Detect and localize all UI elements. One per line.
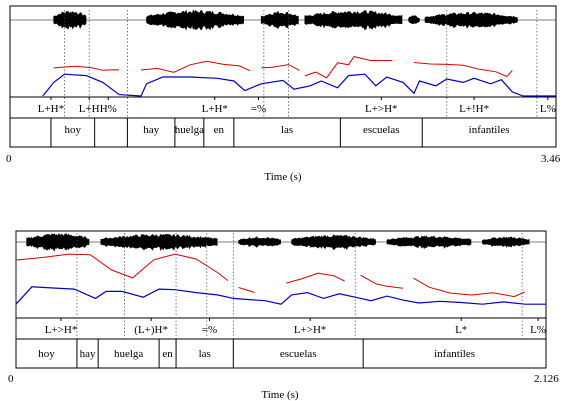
panel-2-start-time: 0 xyxy=(8,373,14,385)
word-label: hay xyxy=(143,124,159,136)
tone-label: L+!H* xyxy=(459,103,489,115)
panel-1: L+H* L+H H% L+H* =% L+>H* L+!H* L% hoy hay huelga… xyxy=(6,5,561,183)
panel-1-axis-label: Time (s) xyxy=(264,171,302,183)
panel-2-tone-tier: L+>H* (L+)H* =% L+>H* L* L% xyxy=(45,318,546,336)
tone-label: L% xyxy=(540,103,556,115)
panel-2-word-tier: hoy hay huelga en las escuelas infantiles xyxy=(15,339,547,368)
panel-2-f0-contour xyxy=(15,253,525,298)
panel-2-intensity-contour xyxy=(15,286,546,305)
panel-1-tone-tier: L+H* L+H H% L+H* =% L+>H* L+!H* L% xyxy=(38,97,556,115)
tone-label: =% xyxy=(202,324,217,336)
word-label: hay xyxy=(80,348,96,360)
word-label: las xyxy=(199,348,211,360)
panel-1-word-tier: hoy hay huelga en las escuelas infantiles xyxy=(9,118,557,147)
tone-label: H% xyxy=(100,103,117,115)
tone-label: L+>H* xyxy=(365,103,398,115)
word-label: en xyxy=(214,124,225,136)
panel-2-boundary-lines xyxy=(15,233,523,339)
word-label: en xyxy=(162,348,173,360)
tone-label: L+H* xyxy=(38,103,64,115)
word-label: hoy xyxy=(38,348,55,360)
panel-2-end-time: 2.126 xyxy=(534,373,559,385)
word-label: hoy xyxy=(65,124,82,136)
word-label: escuelas xyxy=(280,348,317,360)
tone-label: (L+)H* xyxy=(134,324,168,336)
panel-1-start-time: 0 xyxy=(6,153,12,165)
panel-1-end-time: 3.46 xyxy=(541,153,561,165)
word-label: infantiles xyxy=(434,348,475,360)
panel-1-frame xyxy=(9,5,557,148)
word-label: escuelas xyxy=(363,124,400,136)
word-label: huelga xyxy=(114,348,143,360)
panel-1-intensity-contour xyxy=(42,73,556,97)
panel-2: L+>H* (L+)H* =% L+>H* L* L% hoy hay huelga en las… xyxy=(8,230,559,401)
tone-label: L* xyxy=(455,324,467,336)
tone-label: L+>H* xyxy=(294,324,327,336)
panel-1-waveform xyxy=(10,9,556,31)
panel-2-axis-label: Time (s) xyxy=(261,389,299,401)
tone-label: L+H xyxy=(79,103,100,115)
tone-label: L% xyxy=(530,324,546,336)
panel-1-boundary-lines xyxy=(64,10,538,118)
panel-1-f0-contour xyxy=(53,56,513,79)
panel-2-waveform xyxy=(16,232,546,252)
word-label: las xyxy=(281,124,293,136)
tone-label: L+H* xyxy=(202,103,228,115)
word-label: infantiles xyxy=(469,124,510,136)
tone-label: L+>H* xyxy=(45,324,78,336)
tone-label: =% xyxy=(251,103,266,115)
word-label: huelga xyxy=(175,124,204,136)
